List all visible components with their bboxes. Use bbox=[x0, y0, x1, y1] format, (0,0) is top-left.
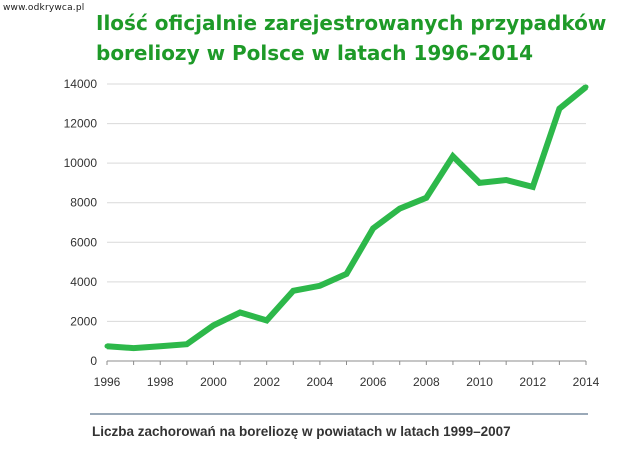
grid-lines bbox=[107, 83, 586, 322]
axes bbox=[106, 360, 587, 365]
data-point-2009 bbox=[450, 153, 456, 159]
data-point-2000 bbox=[210, 322, 216, 328]
x-tick-label: 2002 bbox=[253, 375, 280, 389]
data-point-1996 bbox=[104, 343, 110, 349]
data-point-2012 bbox=[530, 184, 536, 190]
data-point-2014 bbox=[583, 84, 589, 90]
chart-title-line-2: boreliozy w Polsce w latach 1996-2014 bbox=[96, 41, 534, 65]
data-point-2010 bbox=[477, 180, 483, 186]
y-tick-labels: 0 2000 4000 6000 8000 10000 12000 14000 bbox=[64, 77, 98, 368]
x-tick-label: 2006 bbox=[360, 375, 387, 389]
series-layer bbox=[106, 84, 588, 352]
chart-title-line-1: Ilość oficjalnie zarejestrowanych przypa… bbox=[96, 11, 607, 35]
x-tick-label: 2012 bbox=[519, 375, 546, 389]
x-tick-label: 1998 bbox=[147, 375, 174, 389]
watermark-text: www.odkrywca.pl bbox=[3, 3, 85, 13]
y-tick-label: 14000 bbox=[64, 77, 98, 91]
x-tick-label: 2008 bbox=[413, 375, 440, 389]
data-point-2004 bbox=[317, 283, 323, 289]
x-tick-label: 1996 bbox=[94, 375, 121, 389]
x-tick-label: 2000 bbox=[200, 375, 227, 389]
series-line-0 bbox=[106, 84, 588, 352]
y-tick-label: 12000 bbox=[64, 117, 98, 131]
data-point-2001 bbox=[237, 310, 243, 316]
y-tick-label: 2000 bbox=[70, 314, 97, 328]
data-points bbox=[104, 84, 589, 351]
chart-title: Ilość oficjalnie zarejestrowanych przypa… bbox=[96, 8, 626, 68]
data-point-1999 bbox=[184, 341, 190, 347]
data-point-2013 bbox=[556, 106, 562, 112]
y-tick-label: 8000 bbox=[70, 196, 97, 210]
chart-caption: Liczba zachorowań na boreliozę w powiata… bbox=[92, 424, 511, 439]
data-point-2011 bbox=[503, 177, 509, 183]
y-tick-label: 6000 bbox=[70, 235, 97, 249]
data-point-2008 bbox=[423, 195, 429, 201]
data-point-2002 bbox=[264, 317, 270, 323]
x-tick-labels: 1996 1998 2000 2002 2004 2006 2008 2010 2012 2014 bbox=[94, 375, 600, 389]
x-tick-label: 2014 bbox=[573, 375, 600, 389]
data-point-1998 bbox=[157, 343, 163, 349]
data-point-2003 bbox=[290, 288, 296, 294]
data-point-2005 bbox=[344, 271, 349, 277]
x-tick-label: 2004 bbox=[307, 375, 334, 389]
y-tick-label: 10000 bbox=[64, 156, 98, 170]
data-point-2006 bbox=[370, 225, 376, 231]
x-tick-label: 2010 bbox=[466, 375, 493, 389]
data-point-1997 bbox=[131, 345, 137, 351]
y-tick-label: 4000 bbox=[70, 275, 97, 289]
y-tick-label: 0 bbox=[90, 354, 97, 368]
data-point-2007 bbox=[397, 206, 403, 212]
